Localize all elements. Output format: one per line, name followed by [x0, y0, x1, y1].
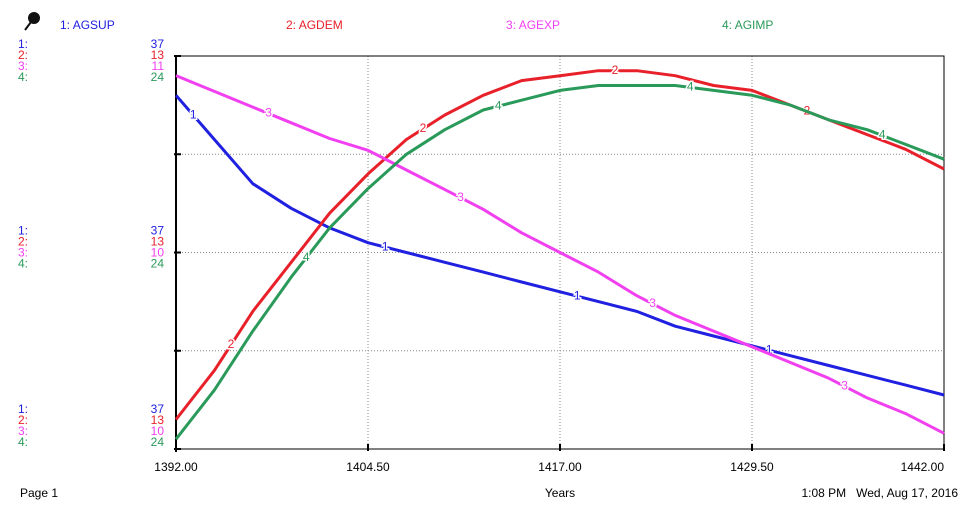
series-line	[175, 74, 945, 435]
series-marker: 4	[687, 80, 694, 94]
legend-name: AGIMP	[735, 18, 774, 32]
legend-entry: 1: AGSUP	[60, 18, 115, 32]
series-marker: 1	[766, 342, 773, 356]
pin-icon	[24, 12, 40, 31]
y-tick-label: 24	[151, 257, 165, 271]
y-axis-key: 4:	[18, 435, 28, 449]
series-marker: 1	[382, 239, 389, 253]
y-tick-label: 10	[151, 246, 165, 260]
series-marker: 4	[495, 98, 502, 112]
y-axis-key: 3:	[18, 246, 28, 260]
footer-timestamp: 1:08 PM Wed, Aug 17, 2016	[801, 486, 958, 500]
y-axis-key: 3:	[18, 424, 28, 438]
y-tick-label: 10	[151, 424, 165, 438]
legend-key: 3:	[506, 18, 516, 32]
x-tick-label: 1429.50	[730, 460, 774, 474]
y-tick-label: 13	[151, 48, 165, 62]
y-axis-key: 4:	[18, 257, 28, 271]
x-tick-label: 1392.00	[154, 460, 198, 474]
y-tick-label: 13	[151, 413, 165, 427]
y-tick-label: 37	[151, 224, 165, 238]
y-axis-key: 1:	[18, 224, 28, 238]
x-tick-label: 1417.00	[538, 460, 582, 474]
y-tick-label: 13	[151, 235, 165, 249]
x-axis-title: Years	[545, 486, 575, 500]
legend-name: AGEXP	[519, 18, 560, 32]
y-axis-key: 1:	[18, 37, 28, 51]
legend-name: AGSUP	[73, 18, 115, 32]
y-axis-key: 2:	[18, 48, 28, 62]
y-tick-label: 24	[151, 435, 165, 449]
footer-page: Page 1	[20, 486, 58, 500]
series-marker: 2	[420, 121, 427, 135]
legend-name: AGDEM	[299, 18, 343, 32]
legend-entry: 2: AGDEM	[286, 18, 343, 32]
series-marker: 3	[649, 296, 656, 310]
legend-key: 2:	[286, 18, 296, 32]
x-tick-label: 1442.00	[901, 460, 945, 474]
series-line	[174, 84, 945, 441]
legend-entry: 3: AGEXP	[506, 18, 560, 32]
series-marker: 4	[879, 128, 886, 142]
series-marker: 2	[228, 337, 235, 351]
series-marker: 3	[841, 378, 848, 392]
series-marker: 3	[457, 190, 464, 204]
legend-entry: 4: AGIMP	[722, 18, 773, 32]
legend-key: 1:	[60, 18, 70, 32]
y-axis-key: 2:	[18, 235, 28, 249]
y-axis-key: 4:	[18, 70, 28, 84]
y-tick-label: 37	[151, 402, 165, 416]
y-tick-label: 24	[151, 70, 165, 84]
y-axis-key: 3:	[18, 59, 28, 73]
series-marker: 4	[303, 250, 310, 264]
series-marker: 1	[190, 107, 197, 121]
y-axis-key: 2:	[18, 413, 28, 427]
legend-key: 4:	[722, 18, 732, 32]
series-marker: 3	[265, 106, 272, 120]
y-axis-key: 1:	[18, 402, 28, 416]
series-line	[174, 94, 945, 397]
series-marker: 2	[612, 63, 619, 77]
series-marker: 1	[574, 288, 581, 302]
y-tick-label: 37	[151, 37, 165, 51]
y-tick-label: 11	[152, 59, 165, 73]
x-tick-label: 1404.50	[346, 460, 390, 474]
